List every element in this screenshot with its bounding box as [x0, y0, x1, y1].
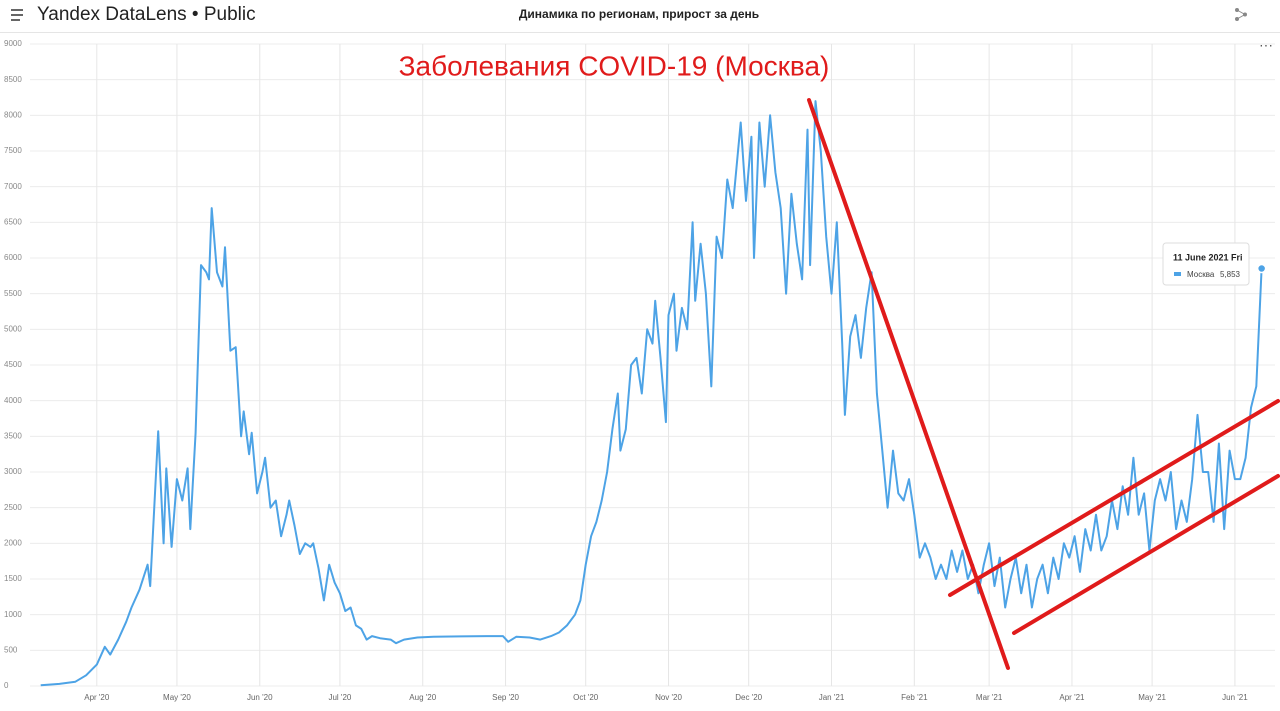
annotation: Заболевания COVID-19 (Москва) [399, 50, 830, 81]
y-tick-label: 0 [4, 681, 9, 690]
brand: Yandex DataLens • Public [37, 4, 256, 25]
tooltip-series: Москва [1187, 270, 1215, 279]
x-tick-label: Dec '20 [735, 693, 762, 702]
y-tick-label: 8500 [4, 75, 22, 84]
y-tick-label: 2500 [4, 503, 22, 512]
hover-point [1256, 263, 1267, 274]
x-tick-label: Apr '21 [1059, 693, 1085, 702]
tooltip: 11 June 2021 Fri Москва 5,853 [1162, 242, 1250, 286]
tooltip-box [1162, 242, 1250, 286]
x-tick-label: Jan '21 [819, 693, 845, 702]
y-tick-label: 1000 [4, 610, 22, 619]
y-tick-label: 4500 [4, 360, 22, 369]
x-tick-label: Sep '20 [492, 693, 519, 702]
share-icon[interactable] [1235, 8, 1247, 21]
x-tick-label: Nov '20 [655, 693, 682, 702]
x-tick-label: Mar '21 [976, 693, 1003, 702]
x-tick-label: Jun '20 [247, 693, 273, 702]
y-tick-label: 3000 [4, 467, 22, 476]
tooltip-value: 5,853 [1220, 270, 1241, 279]
y-tick-label: 3500 [4, 431, 22, 440]
plot [40, 100, 1267, 687]
y-tick-label: 6000 [4, 253, 22, 262]
page-title: Динамика по регионам, прирост за день [519, 7, 759, 21]
x-tick-label: Jun '21 [1222, 693, 1248, 702]
tooltip-swatch [1174, 272, 1181, 276]
x-tick-label: Aug '20 [409, 693, 436, 702]
y-tick-label: 1500 [4, 574, 22, 583]
y-tick-label: 2000 [4, 538, 22, 547]
y-tick-label: 6500 [4, 217, 22, 226]
x-tick-label: Apr '20 [84, 693, 110, 702]
y-tick-label: 5000 [4, 324, 22, 333]
y-tick-label: 4000 [4, 396, 22, 405]
y-tick-label: 500 [4, 645, 18, 654]
x-tick-label: Feb '21 [901, 693, 928, 702]
more-button[interactable]: ··· [1259, 37, 1273, 53]
header-bar [0, 0, 1280, 32]
y-tick-label: 8000 [4, 110, 22, 119]
menu-icon[interactable] [11, 9, 23, 21]
x-tick-label: May '20 [163, 693, 191, 702]
x-tick-label: Oct '20 [573, 693, 599, 702]
grid: 0 500 1000 1500 2000 2500 3000 3500 4000 4500 5000… [4, 39, 1275, 702]
y-tick-label: 7500 [4, 146, 22, 155]
x-tick-label: Jul '20 [328, 693, 351, 702]
trend-lines [807, 98, 1280, 670]
y-tick-label: 7000 [4, 182, 22, 191]
x-tick-label: May '21 [1138, 693, 1166, 702]
y-tick-label: 5500 [4, 289, 22, 298]
tooltip-title: 11 June 2021 Fri [1173, 252, 1243, 262]
series-line [40, 100, 1263, 687]
y-tick-label: 9000 [4, 39, 22, 48]
